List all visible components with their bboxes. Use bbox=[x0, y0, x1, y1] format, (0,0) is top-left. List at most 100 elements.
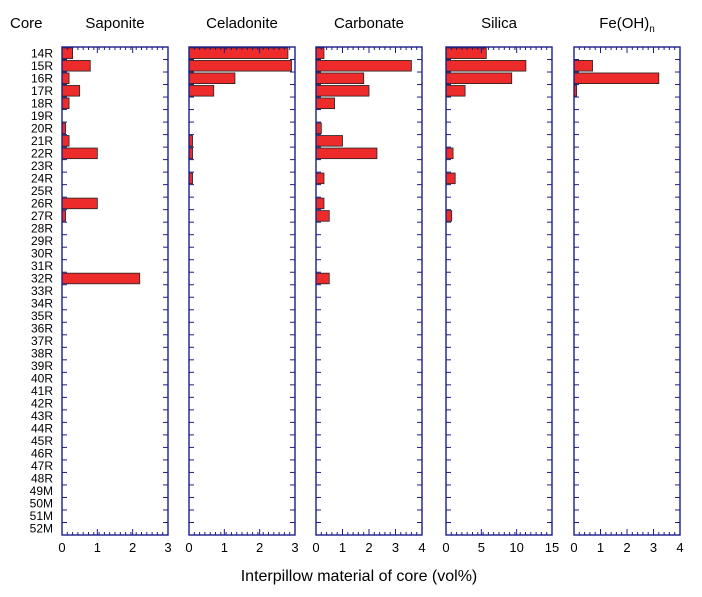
bar bbox=[315, 210, 330, 222]
panel-title: Fe(OH)n bbox=[599, 15, 655, 35]
core-label: 18R bbox=[31, 96, 53, 110]
bar bbox=[61, 72, 70, 85]
core-label: 50M bbox=[30, 497, 53, 511]
core-label: 49M bbox=[30, 484, 53, 498]
core-label: 36R bbox=[31, 322, 53, 336]
core-label: 39R bbox=[31, 359, 53, 373]
bar bbox=[61, 85, 81, 97]
bar bbox=[61, 147, 98, 160]
panels: Saponite 0 1 2 3 Celadonite 0 1 2 3 Carbonate 0 1 2 3 4… bbox=[58, 15, 683, 555]
core-label: 26R bbox=[31, 196, 53, 210]
core-label: 51M bbox=[30, 509, 53, 523]
core-label: 16R bbox=[31, 71, 53, 85]
core-label: 24R bbox=[31, 171, 53, 185]
bar bbox=[315, 135, 343, 147]
x-tick-label: 2 bbox=[129, 540, 136, 555]
bar bbox=[445, 72, 513, 85]
core-label: 42R bbox=[31, 397, 53, 411]
core-label: 32R bbox=[31, 271, 53, 285]
core-label: 43R bbox=[31, 409, 53, 423]
core-label: 35R bbox=[31, 309, 53, 323]
panel: Saponite 0 1 2 3 bbox=[58, 15, 171, 555]
x-tick-label: 2 bbox=[365, 540, 372, 555]
core-label: 21R bbox=[31, 134, 53, 148]
x-tick-label: 1 bbox=[597, 540, 604, 555]
core-label: 25R bbox=[31, 184, 53, 198]
core-label: 33R bbox=[31, 284, 53, 298]
core-label: 37R bbox=[31, 334, 53, 348]
bar bbox=[315, 97, 335, 110]
core-label: 27R bbox=[31, 209, 53, 223]
bar bbox=[315, 122, 322, 135]
bar bbox=[445, 172, 456, 185]
panel-title: Celadonite bbox=[206, 15, 278, 32]
panel-title: Saponite bbox=[85, 15, 144, 32]
x-tick-label: 1 bbox=[221, 540, 228, 555]
bar bbox=[61, 60, 91, 72]
bar bbox=[188, 60, 292, 72]
bar bbox=[445, 60, 527, 72]
x-tick-label: 1 bbox=[94, 540, 101, 555]
panel: Fe(OH)n 0 1 2 3 4 bbox=[570, 15, 683, 555]
x-tick-label: 15 bbox=[545, 540, 559, 555]
core-label: 52M bbox=[30, 522, 53, 536]
panel-title: Silica bbox=[481, 15, 518, 32]
bar bbox=[188, 85, 215, 97]
core-label: 31R bbox=[31, 259, 53, 273]
x-tick-label: 3 bbox=[164, 540, 171, 555]
bar bbox=[315, 85, 370, 97]
panel: Silica 0 5 10 15 bbox=[442, 15, 559, 555]
core-column-header: Core bbox=[10, 15, 43, 32]
core-label: 17R bbox=[31, 84, 53, 98]
panel: Celadonite 0 1 2 3 bbox=[185, 15, 298, 555]
core-label: 14R bbox=[31, 46, 53, 60]
bar bbox=[61, 97, 70, 110]
x-axis-label: Interpillow material of core (vol%) bbox=[241, 568, 478, 585]
bar bbox=[188, 72, 236, 85]
x-tick-label: 5 bbox=[478, 540, 485, 555]
panel-frame bbox=[315, 46, 423, 536]
core-label: 44R bbox=[31, 422, 53, 436]
core-label: 38R bbox=[31, 347, 53, 361]
bar bbox=[445, 47, 487, 59]
bar bbox=[445, 210, 453, 222]
x-tick-label: 10 bbox=[509, 540, 523, 555]
x-tick-label: 4 bbox=[418, 540, 425, 555]
core-label: 23R bbox=[31, 159, 53, 173]
bar bbox=[315, 172, 325, 185]
x-tick-label: 1 bbox=[339, 540, 346, 555]
core-labels: 14R15R16R17R18R19R20R21R22R23R24R25R26R2… bbox=[30, 46, 54, 535]
bar bbox=[188, 47, 289, 59]
panel-frame bbox=[573, 46, 681, 536]
core-label: 40R bbox=[31, 372, 53, 386]
bar bbox=[61, 197, 98, 210]
core-label: 15R bbox=[31, 59, 53, 73]
x-tick-label: 4 bbox=[676, 540, 683, 555]
core-label: 46R bbox=[31, 447, 53, 461]
core-label: 48R bbox=[31, 472, 53, 486]
panel-frame bbox=[445, 46, 553, 536]
x-tick-label: 0 bbox=[312, 540, 319, 555]
core-label: 29R bbox=[31, 234, 53, 248]
x-tick-label: 3 bbox=[392, 540, 399, 555]
panel-frame bbox=[61, 46, 169, 536]
x-tick-label: 0 bbox=[570, 540, 577, 555]
bar bbox=[61, 135, 70, 147]
bar bbox=[315, 272, 330, 285]
panel-title: Carbonate bbox=[334, 15, 404, 32]
core-label: 22R bbox=[31, 146, 53, 160]
panel-frame bbox=[188, 46, 296, 536]
x-tick-label: 0 bbox=[185, 540, 192, 555]
core-label: 34R bbox=[31, 297, 53, 311]
bar bbox=[61, 272, 141, 285]
core-label: 28R bbox=[31, 221, 53, 235]
bar bbox=[315, 147, 378, 160]
panel: Carbonate 0 1 2 3 4 bbox=[312, 15, 425, 555]
core-label: 45R bbox=[31, 434, 53, 448]
core-label: 19R bbox=[31, 109, 53, 123]
core-label: 20R bbox=[31, 121, 53, 135]
bar bbox=[573, 72, 660, 85]
core-label: 41R bbox=[31, 384, 53, 398]
x-tick-label: 0 bbox=[442, 540, 449, 555]
